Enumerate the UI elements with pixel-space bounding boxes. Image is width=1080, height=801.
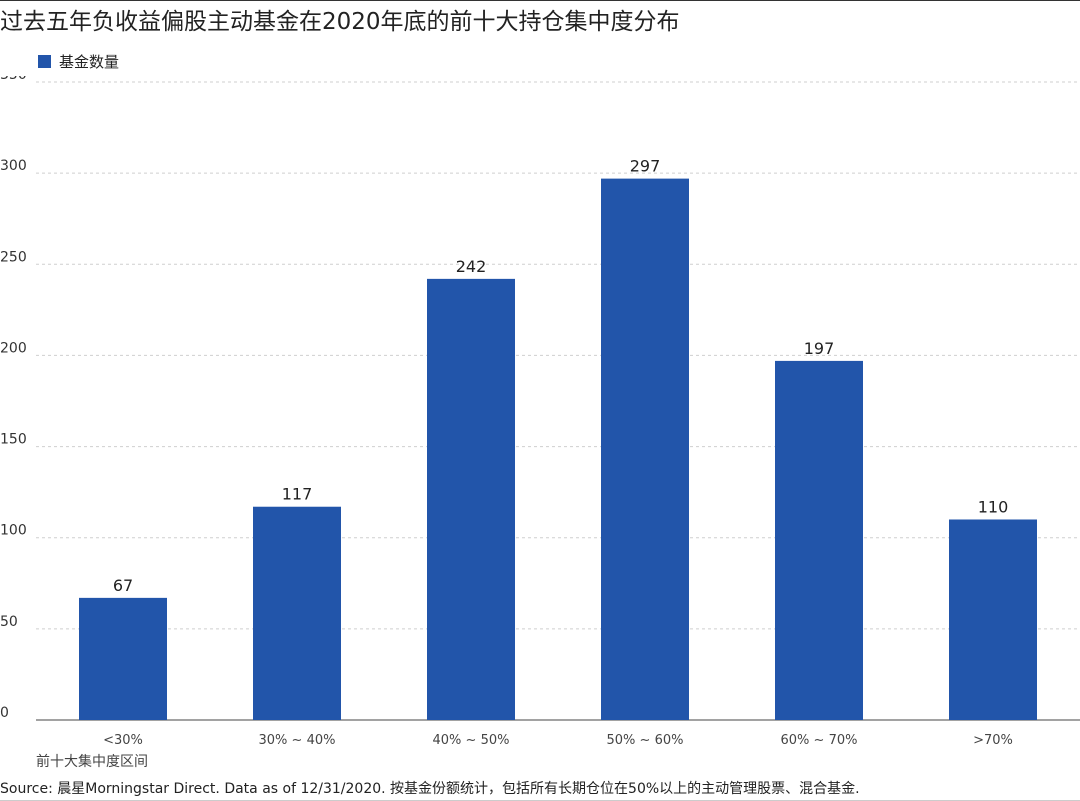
x-tick-label: 40% ~ 50% (433, 733, 510, 748)
bars (79, 178, 1037, 720)
x-axis-ticks: <30% 30% ~ 40% 40% ~ 50% 50% ~ 60% 60% ~ 70%… (103, 733, 1013, 748)
data-label: 297 (630, 157, 661, 176)
y-tick-label: 200 (0, 340, 27, 356)
x-tick-label: >70% (973, 733, 1013, 748)
legend: 基金数量 (38, 50, 119, 72)
y-tick-label: 300 (0, 158, 27, 174)
x-axis-title: 前十大集中度区间 (36, 754, 148, 770)
bar (949, 519, 1037, 720)
data-label: 197 (804, 339, 835, 358)
data-label: 117 (282, 485, 313, 504)
y-tick-label: 250 (0, 249, 27, 265)
y-tick-label: 50 (0, 614, 18, 630)
source-note: Source: 晨星Morningstar Direct. Data as of… (0, 781, 860, 797)
y-tick-label: 0 (0, 705, 9, 721)
data-label: 110 (978, 497, 1009, 516)
bar (427, 278, 515, 720)
y-tick-label: 150 (0, 432, 27, 448)
bar (79, 597, 167, 720)
bar (775, 360, 863, 720)
y-tick-label: 350 (0, 76, 27, 83)
x-tick-label: 50% ~ 60% (607, 733, 684, 748)
bar (253, 506, 341, 720)
data-label: 67 (113, 576, 133, 595)
top-rule (0, 0, 1080, 1)
x-tick-label: 60% ~ 70% (781, 733, 858, 748)
legend-swatch (38, 54, 51, 68)
bar-chart: 050100150200250300350 67117242297197110 … (0, 76, 1080, 748)
x-tick-label: <30% (103, 733, 143, 748)
grid-layer (36, 81, 1080, 721)
chart-title: 过去五年负收益偏股主动基金在2020年底的前十大持仓集中度分布 (0, 9, 680, 35)
y-tick-label: 100 (0, 523, 27, 539)
legend-label: 基金数量 (59, 52, 120, 71)
data-label: 242 (456, 257, 487, 276)
bar (601, 178, 689, 720)
data-labels: 67 117 242 297 197 110 (113, 157, 1008, 595)
x-tick-label: 30% ~ 40% (259, 733, 336, 748)
y-axis-ticks: 0 50 100 150 200 250 300 350 (0, 76, 27, 721)
